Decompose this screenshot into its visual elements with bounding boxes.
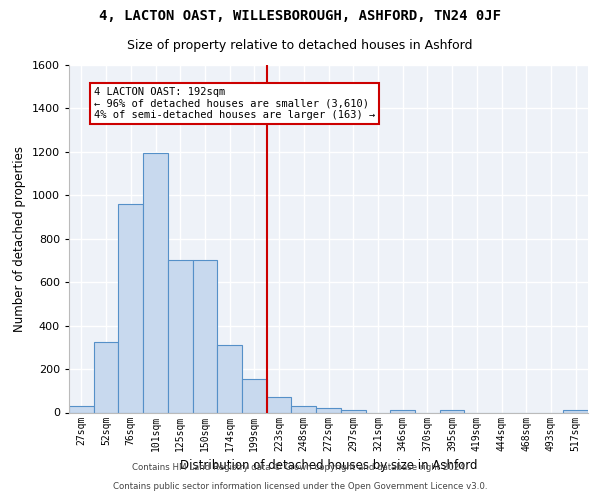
X-axis label: Distribution of detached houses by size in Ashford: Distribution of detached houses by size … — [180, 459, 477, 472]
Bar — [168, 260, 193, 412]
Bar — [94, 342, 118, 412]
Bar — [341, 410, 365, 412]
Bar — [193, 260, 217, 412]
Text: Size of property relative to detached houses in Ashford: Size of property relative to detached ho… — [127, 39, 473, 52]
Bar — [143, 153, 168, 412]
Bar — [69, 406, 94, 412]
Bar — [217, 345, 242, 412]
Bar — [316, 408, 341, 412]
Bar — [292, 406, 316, 412]
Bar — [390, 410, 415, 412]
Text: 4 LACTON OAST: 192sqm
← 96% of detached houses are smaller (3,610)
4% of semi-de: 4 LACTON OAST: 192sqm ← 96% of detached … — [94, 86, 375, 120]
Bar — [242, 379, 267, 412]
Y-axis label: Number of detached properties: Number of detached properties — [13, 146, 26, 332]
Text: Contains HM Land Registry data © Crown copyright and database right 2024.: Contains HM Land Registry data © Crown c… — [132, 464, 468, 472]
Bar — [563, 410, 588, 412]
Text: 4, LACTON OAST, WILLESBOROUGH, ASHFORD, TN24 0JF: 4, LACTON OAST, WILLESBOROUGH, ASHFORD, … — [99, 9, 501, 23]
Bar — [267, 398, 292, 412]
Bar — [118, 204, 143, 412]
Bar — [440, 410, 464, 412]
Text: Contains public sector information licensed under the Open Government Licence v3: Contains public sector information licen… — [113, 482, 487, 491]
